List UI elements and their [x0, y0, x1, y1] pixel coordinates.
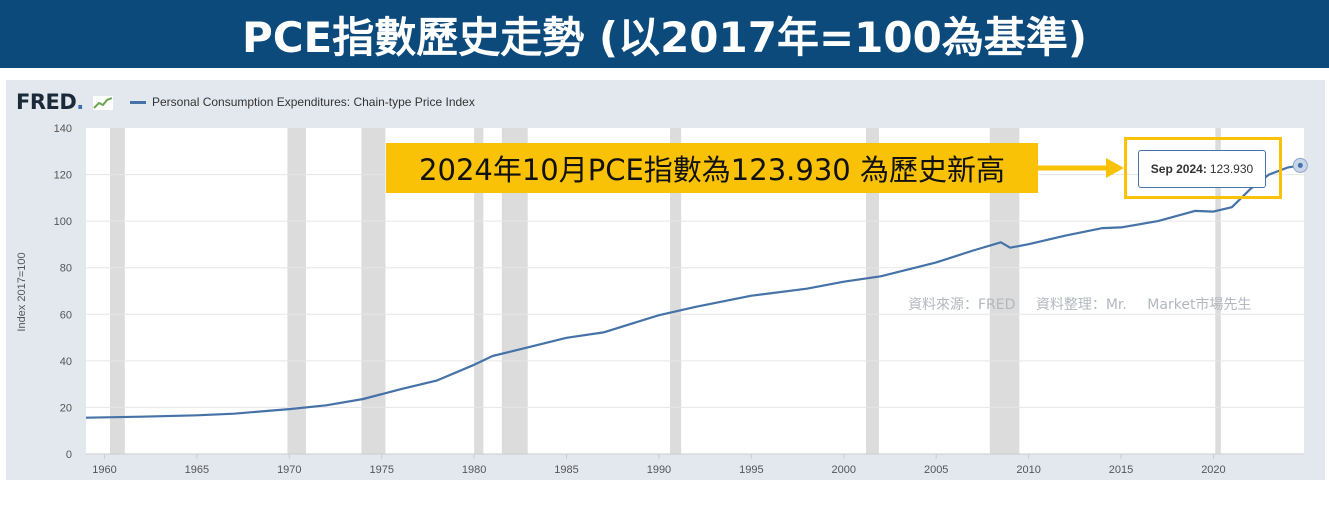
x-tick-label: 1960	[92, 464, 116, 476]
x-tick-label: 2005	[924, 464, 948, 476]
recession-band	[110, 128, 125, 454]
tooltip-value: 123.930	[1209, 162, 1254, 176]
legend-swatch	[130, 100, 146, 104]
x-axis: 1960 1965 1970 1975 1980 1985 1990 1995 2000 2005…	[86, 453, 1304, 476]
fred-logo-dot: .	[76, 90, 84, 114]
series-group	[85, 164, 1301, 419]
recession-band	[361, 128, 386, 454]
y-axis-label: Index 2017=100	[16, 252, 28, 332]
callout-label: 2024年10月PCE指數為123.930 為歷史新高	[386, 143, 1038, 193]
recession-band	[474, 128, 484, 454]
recession-band	[287, 128, 306, 454]
recession-bands	[110, 128, 1221, 454]
y-axis: 0 20 40 60 80 100 120 140	[54, 123, 72, 461]
x-tick-label: 2015	[1109, 464, 1133, 476]
x-tick-label: 2010	[1016, 464, 1040, 476]
y-tick-label: 20	[60, 402, 72, 414]
highlight-point	[1297, 162, 1303, 168]
recession-band	[670, 128, 682, 454]
y-tick-label: 100	[54, 216, 72, 228]
callout-connector	[1038, 158, 1124, 178]
x-tick-label: 1980	[462, 464, 486, 476]
x-tick-label: 1985	[554, 464, 578, 476]
x-tick-label: 1975	[369, 464, 393, 476]
fred-chart-icon	[91, 94, 115, 112]
recession-band	[1215, 128, 1221, 454]
fred-logo[interactable]: FRED.	[16, 90, 115, 114]
y-tick-label: 0	[66, 449, 72, 461]
tooltip-label: Sep 2024:	[1150, 162, 1207, 176]
watermark: 資料來源：FRED 資料整理：Mr. Market市場先生	[908, 297, 1252, 313]
y-tick-label: 40	[60, 356, 72, 368]
y-tick-label: 120	[54, 170, 72, 182]
series-line	[85, 164, 1301, 419]
x-tick-label: 1965	[185, 464, 209, 476]
y-tick-label: 140	[54, 123, 72, 135]
y-tick-label: 80	[60, 263, 72, 275]
fred-logo-text: FRED	[16, 90, 77, 114]
callout-arrow-head	[1106, 158, 1124, 178]
legend-label: Personal Consumption Expenditures: Chain…	[152, 95, 475, 109]
x-tick-label: 1990	[647, 464, 671, 476]
tooltip-highlight-frame	[1124, 137, 1282, 199]
x-tick-label: 1995	[739, 464, 763, 476]
highlight-group	[1292, 157, 1308, 173]
y-tick-label: 60	[60, 309, 72, 321]
x-tick-label: 1970	[277, 464, 301, 476]
tooltip: Sep 2024: 123.930	[1138, 150, 1266, 188]
banner-title: PCE指數歷史走勢 (以2017年=100為基準)	[0, 0, 1329, 68]
recession-band	[865, 128, 879, 454]
x-tick-label: 2000	[832, 464, 856, 476]
x-tick-label: 2020	[1201, 464, 1225, 476]
legend: Personal Consumption Expenditures: Chain…	[130, 95, 475, 109]
